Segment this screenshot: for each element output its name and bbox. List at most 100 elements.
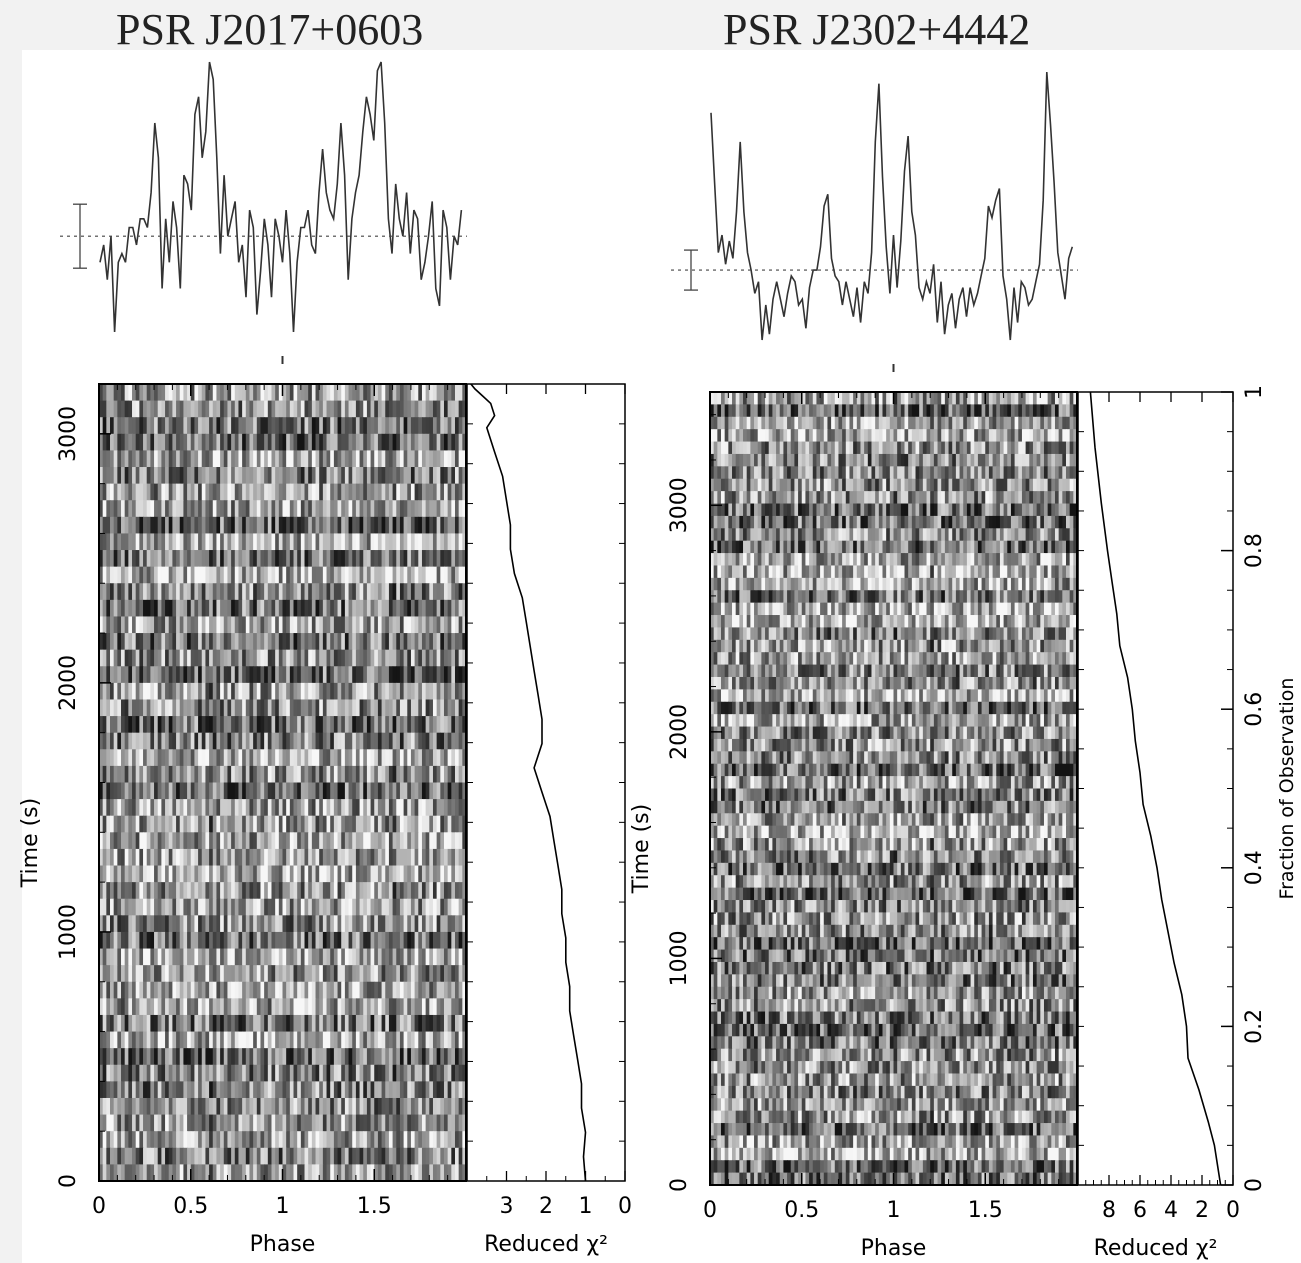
heatmap-cell bbox=[352, 1048, 357, 1066]
heatmap-cell bbox=[341, 1048, 346, 1066]
heatmap-cell bbox=[271, 965, 276, 983]
heatmap-cell bbox=[161, 832, 166, 850]
heatmap-cell bbox=[187, 682, 192, 701]
heatmap-cell bbox=[462, 483, 467, 501]
heatmap-cell bbox=[392, 649, 397, 667]
heatmap-cell bbox=[366, 433, 372, 452]
heatmap-cell bbox=[425, 533, 430, 551]
heatmap-cell bbox=[311, 467, 317, 485]
heatmap-cell bbox=[106, 1114, 111, 1132]
heatmap-cell bbox=[227, 1114, 232, 1132]
heatmap-cell bbox=[315, 433, 320, 452]
heatmap-cell bbox=[216, 666, 221, 684]
heatmap-cell bbox=[267, 981, 273, 999]
heatmap-cell bbox=[249, 699, 254, 717]
heatmap-cell bbox=[418, 1131, 423, 1149]
heatmap-cell bbox=[436, 699, 441, 717]
heatmap-cell bbox=[403, 467, 408, 485]
heatmap-cell bbox=[227, 599, 232, 618]
heatmap-cell bbox=[238, 450, 243, 468]
heatmap-cell bbox=[462, 583, 467, 601]
heatmap-cell bbox=[198, 400, 203, 418]
heatmap-cell bbox=[150, 965, 155, 983]
heatmap-cell bbox=[407, 649, 412, 667]
heatmap-cell bbox=[322, 1064, 328, 1082]
heatmap-cell bbox=[253, 765, 258, 784]
heatmap-cell bbox=[132, 599, 137, 618]
heatmap-cell bbox=[344, 1031, 350, 1049]
heatmap-cell bbox=[440, 815, 445, 833]
heatmap-cell bbox=[432, 948, 438, 966]
heatmap-cell bbox=[216, 716, 221, 734]
heatmap-cell bbox=[377, 500, 383, 518]
heatmap-cell bbox=[106, 483, 111, 501]
heatmap-cell bbox=[121, 848, 126, 867]
heatmap-cell bbox=[425, 516, 430, 535]
heatmap-cell bbox=[403, 931, 408, 950]
heatmap-cell bbox=[128, 599, 133, 618]
heatmap-cell bbox=[154, 882, 159, 900]
heatmap-cell bbox=[286, 981, 291, 999]
heatmap-cell bbox=[297, 483, 302, 501]
heatmap-cell bbox=[366, 1164, 372, 1182]
heatmap-cell bbox=[172, 732, 177, 750]
heatmap-cell bbox=[238, 566, 243, 584]
heatmap-cell bbox=[330, 533, 335, 551]
heatmap-cell bbox=[110, 483, 115, 501]
heatmap-cell bbox=[447, 682, 452, 701]
heatmap-cell bbox=[407, 799, 412, 817]
heatmap-cell bbox=[187, 732, 192, 750]
heatmap-cell bbox=[183, 716, 188, 734]
heatmap-cell bbox=[168, 1097, 173, 1116]
heatmap-cell bbox=[124, 815, 129, 833]
heatmap-cell bbox=[212, 633, 218, 651]
heatmap-cell bbox=[432, 732, 438, 750]
heatmap-cell bbox=[267, 516, 273, 535]
heatmap-cell bbox=[414, 483, 419, 501]
heatmap-cell bbox=[377, 1097, 383, 1116]
heatmap-cell bbox=[128, 749, 133, 767]
heatmap-cell bbox=[407, 815, 412, 833]
heatmap-cell bbox=[458, 417, 463, 435]
heatmap-cell bbox=[407, 1114, 412, 1132]
heatmap-cell bbox=[102, 898, 107, 916]
heatmap-cell bbox=[414, 832, 419, 850]
heatmap-cell bbox=[168, 915, 173, 933]
heatmap-cell bbox=[322, 467, 328, 485]
heatmap-cell bbox=[407, 732, 412, 750]
heatmap-cell bbox=[451, 931, 456, 950]
heatmap-cell bbox=[267, 782, 273, 800]
heatmap-cell bbox=[326, 500, 331, 518]
heatmap-cell bbox=[388, 1064, 394, 1082]
heatmap-cell bbox=[198, 1031, 203, 1049]
heatmap-cell bbox=[139, 433, 144, 452]
heatmap-cell bbox=[330, 915, 335, 933]
heatmap-cell bbox=[238, 400, 243, 418]
heatmap-cell bbox=[275, 749, 280, 767]
heatmap-cell bbox=[190, 1014, 196, 1033]
heatmap-cell bbox=[348, 931, 353, 950]
heatmap-cell bbox=[385, 998, 390, 1016]
heatmap-cell bbox=[110, 799, 115, 817]
heatmap-cell bbox=[414, 782, 419, 800]
heatmap-cell bbox=[256, 716, 262, 734]
heatmap-cell bbox=[190, 882, 196, 900]
heatmap-cell bbox=[293, 1064, 298, 1082]
heatmap-cell bbox=[451, 765, 456, 784]
heatmap-cell bbox=[418, 1114, 423, 1132]
heatmap-cell bbox=[414, 1031, 419, 1049]
heatmap-cell bbox=[209, 616, 214, 634]
heatmap-cell bbox=[330, 1131, 335, 1149]
heatmap-cell bbox=[139, 467, 144, 485]
heatmap-cell bbox=[443, 1164, 449, 1182]
heatmap-cell bbox=[99, 765, 104, 784]
heatmap-cell bbox=[220, 633, 225, 651]
heatmap-cell bbox=[443, 1048, 449, 1066]
heatmap-cell bbox=[190, 417, 196, 435]
heatmap-cell bbox=[432, 1164, 438, 1182]
heatmap-cell bbox=[363, 1164, 368, 1182]
heatmap-cell bbox=[330, 865, 335, 883]
heatmap-cell bbox=[319, 500, 324, 518]
heatmap-cell bbox=[359, 666, 364, 684]
heatmap-cell bbox=[271, 1064, 276, 1082]
